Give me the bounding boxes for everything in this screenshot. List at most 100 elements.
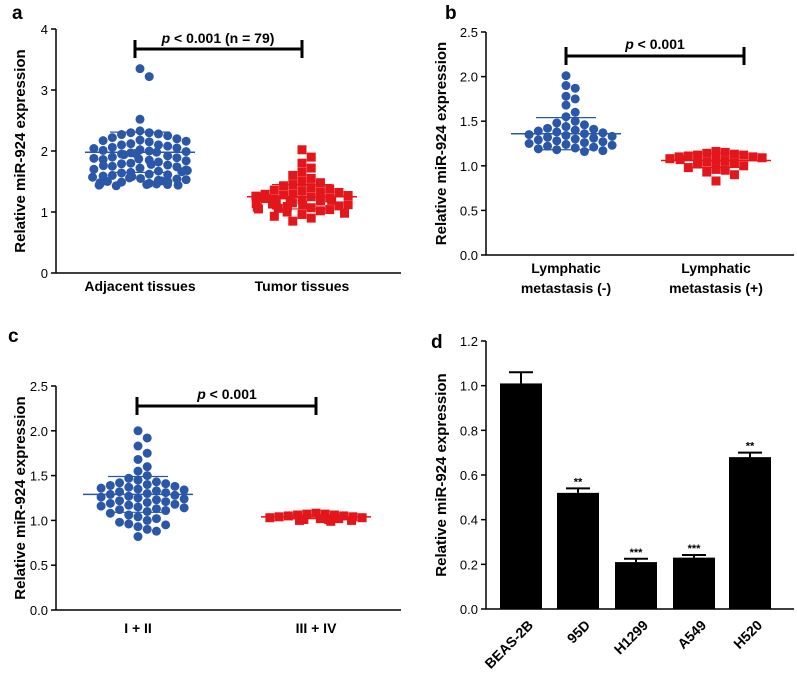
y-tick-label: 0.2 xyxy=(460,557,478,572)
adjacent-tissues-point xyxy=(99,146,108,155)
panel-label: c xyxy=(8,326,19,347)
p-symbol: p xyxy=(161,30,171,46)
bar-95d xyxy=(557,493,599,609)
adjacent-tissues-point xyxy=(136,64,145,73)
lymphatic-metastasis--point xyxy=(571,135,580,144)
lymphatic-metastasis--point xyxy=(739,161,748,170)
y-tick-label: 0.5 xyxy=(30,558,48,573)
lymphatic-metastasis--point xyxy=(702,168,711,177)
adjacent-tissues-point xyxy=(182,156,191,165)
adjacent-tissues-point xyxy=(145,72,154,81)
i-ii-point xyxy=(180,503,189,512)
lymphatic-metastasis--point xyxy=(712,176,721,185)
i-ii-point xyxy=(143,507,152,516)
i-ii-point xyxy=(170,500,179,509)
y-tick-label: 0 xyxy=(41,266,48,281)
x-category-label: BEAS-2B xyxy=(481,617,536,672)
i-ii-point xyxy=(170,491,179,500)
i-ii-point xyxy=(161,520,170,529)
y-tick-label: 1.5 xyxy=(30,469,48,484)
i-ii-point xyxy=(143,449,152,458)
i-ii-point xyxy=(115,478,124,487)
y-tick-label: 0.0 xyxy=(460,602,478,617)
x-category-label: I + II xyxy=(124,620,152,636)
tumor-tissues-point xyxy=(254,204,263,213)
i-ii-point xyxy=(124,501,133,510)
y-tick-label: 2.5 xyxy=(30,379,48,394)
tumor-tissues-point xyxy=(288,171,297,180)
lymphatic-metastasis--point xyxy=(580,147,589,156)
i-ii-point xyxy=(134,442,143,451)
lymphatic-metastasis--point xyxy=(525,130,534,139)
tumor-tissues-point xyxy=(316,187,325,196)
i-ii-point xyxy=(124,492,133,501)
tumor-tissues-point xyxy=(307,214,316,223)
i-ii-point xyxy=(143,462,152,471)
i-ii-point xyxy=(124,519,133,528)
i-ii-point xyxy=(106,481,115,490)
adjacent-tissues-point xyxy=(112,181,121,190)
adjacent-tissues-point xyxy=(145,137,154,146)
i-ii-point xyxy=(115,518,124,527)
adjacent-tissues-point xyxy=(154,129,163,138)
adjacent-tissues-point xyxy=(126,159,135,168)
significance-label: p < 0.001 xyxy=(196,386,257,402)
i-ii-point xyxy=(115,496,124,505)
tumor-tissues-point xyxy=(298,210,307,219)
iii-iv-point xyxy=(265,513,274,522)
x-category-label: Lymphatic xyxy=(531,260,601,276)
adjacent-tissues-point xyxy=(108,162,117,171)
lymphatic-metastasis--point xyxy=(721,148,730,157)
i-ii-point xyxy=(143,498,152,507)
i-ii-point xyxy=(134,532,143,541)
adjacent-tissues-point xyxy=(95,181,104,190)
adjacent-tissues-point xyxy=(163,161,172,170)
bar-h1299 xyxy=(615,562,657,609)
x-category-label: III + IV xyxy=(296,620,338,636)
y-tick-label: 0.8 xyxy=(460,423,478,438)
i-ii-point xyxy=(180,494,189,503)
i-ii-point xyxy=(134,455,143,464)
i-ii-point xyxy=(152,477,161,486)
adjacent-tissues-point xyxy=(108,143,117,152)
panel-a: 01234Relative miR-924 expressionaAdjacen… xyxy=(12,3,401,294)
adjacent-tissues-point xyxy=(126,128,135,137)
x-category-label: Lymphatic xyxy=(681,260,751,276)
y-tick-label: 2 xyxy=(41,144,48,159)
significance-stars: ** xyxy=(746,441,755,453)
x-category-label: Adjacent tissues xyxy=(84,278,195,294)
i-ii-point xyxy=(143,489,152,498)
lymphatic-metastasis--point xyxy=(589,125,598,134)
tumor-tissues-point xyxy=(270,186,279,195)
lymphatic-metastasis--point xyxy=(589,134,598,143)
lymphatic-metastasis--point xyxy=(693,151,702,160)
i-ii-point xyxy=(143,525,152,534)
y-tick-label: 1.0 xyxy=(30,513,48,528)
tumor-tissues-point xyxy=(307,153,316,162)
adjacent-tissues-point xyxy=(154,167,163,176)
adjacent-tissues-point xyxy=(126,139,135,148)
panel-label: a xyxy=(12,3,23,24)
lymphatic-metastasis--point xyxy=(598,128,607,137)
panel-d: 0.0 0.2 0.4 0.6 0.8 1.0 1.2 Relative miR-924 ex… xyxy=(431,332,794,672)
adjacent-tissues-point xyxy=(99,161,108,170)
y-tick-label: 0.4 xyxy=(460,513,478,528)
i-ii-point xyxy=(143,471,152,480)
lymphatic-metastasis--point xyxy=(571,94,580,103)
adjacent-tissues-point xyxy=(174,181,183,190)
y-axis-label: Relative miR-924 expression xyxy=(433,42,450,245)
i-ii-point xyxy=(143,433,152,442)
y-tick-label: 0.5 xyxy=(460,203,478,218)
i-ii-point xyxy=(106,499,115,508)
tumor-tissues-point xyxy=(307,203,316,212)
i-ii-point xyxy=(124,483,133,492)
p-value: < 0.001 xyxy=(634,36,685,52)
adjacent-tissues-point xyxy=(172,143,181,152)
i-ii-point xyxy=(170,482,179,491)
panel-label: b xyxy=(445,3,457,24)
significance-stars: ** xyxy=(574,476,583,488)
y-tick-label: 1.0 xyxy=(460,159,478,174)
adjacent-tissues-point xyxy=(136,115,145,124)
figure: 01234Relative miR-924 expressionaAdjacen… xyxy=(0,0,797,677)
i-ii-point xyxy=(161,479,170,488)
